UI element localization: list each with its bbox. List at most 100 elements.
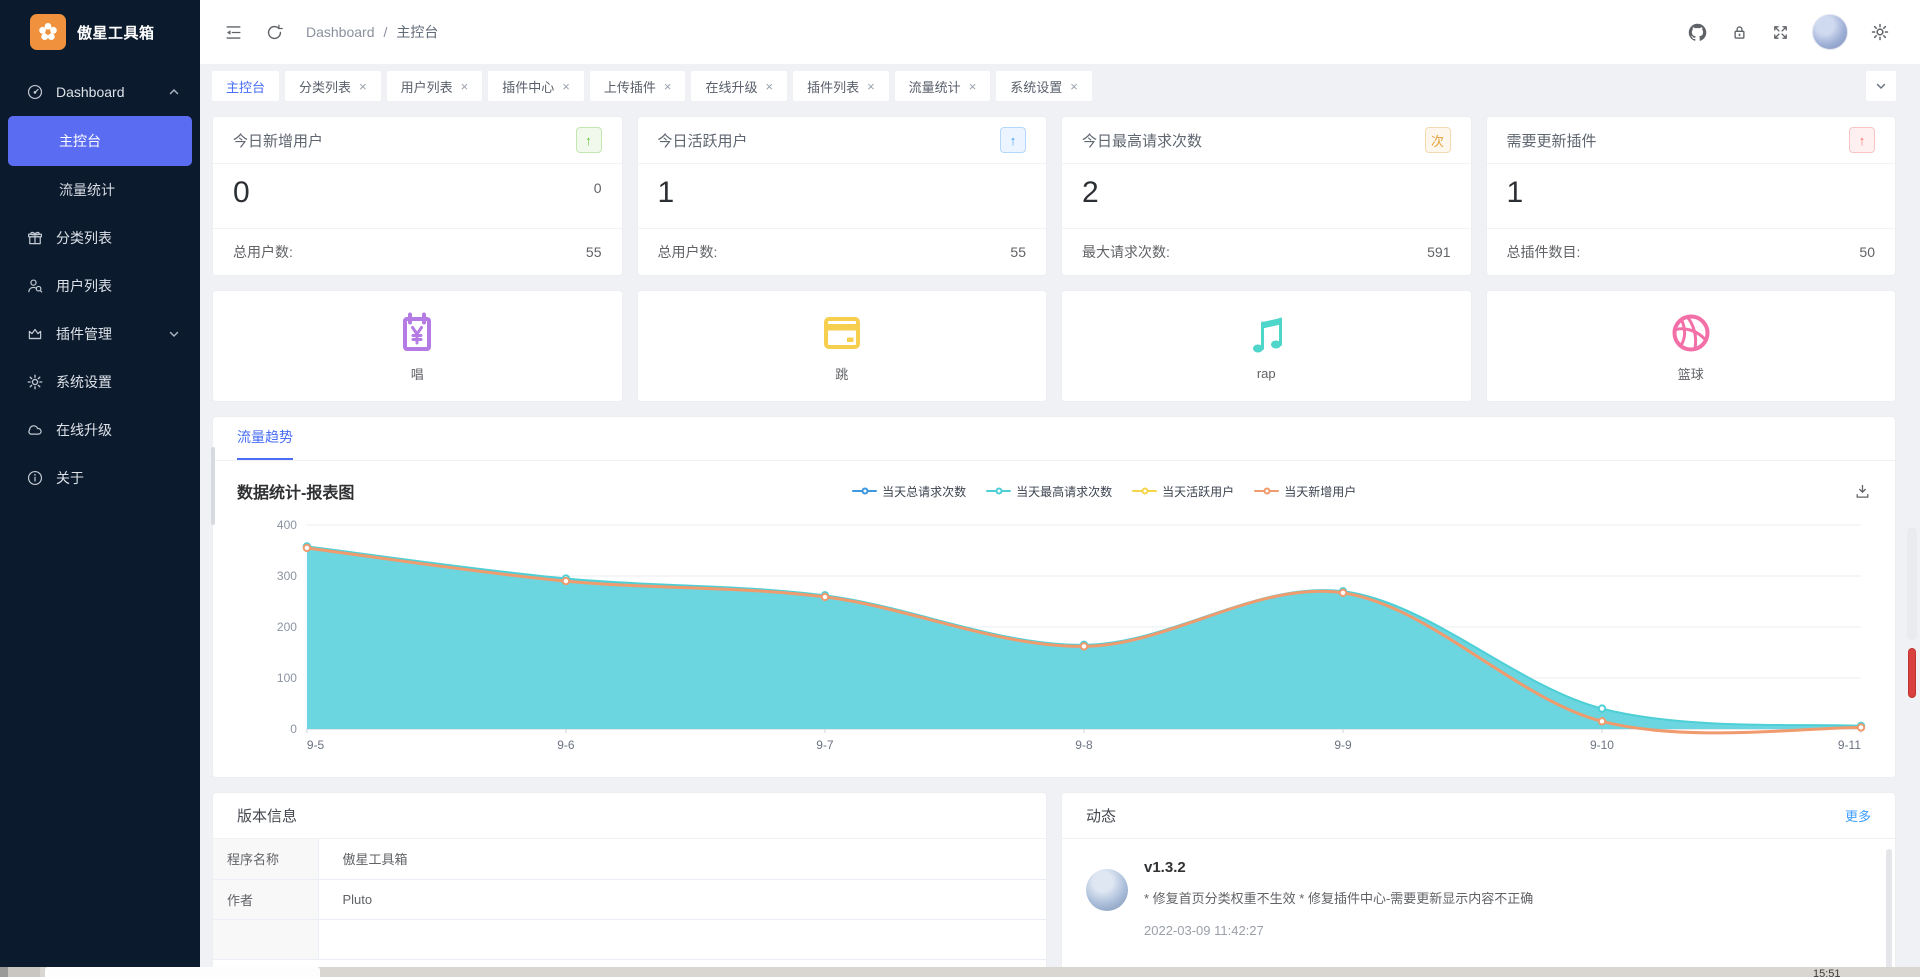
- legend-item[interactable]: 当天活跃用户: [1132, 483, 1234, 500]
- tab-close-icon[interactable]: ×: [968, 78, 977, 94]
- tab-label: 用户列表: [400, 79, 453, 95]
- sidebar-item-console[interactable]: 主控台: [8, 116, 192, 166]
- settings-gear-icon[interactable]: [1870, 22, 1890, 42]
- stat-card-badge: ↑: [1000, 127, 1026, 153]
- tab-label: 主控台: [226, 79, 266, 95]
- tab-label: 系统设置: [1010, 79, 1063, 95]
- user-avatar[interactable]: [1812, 14, 1848, 50]
- tab-close-icon[interactable]: ×: [460, 78, 469, 94]
- flower-icon: [30, 14, 66, 50]
- stat-card-value: 1: [657, 176, 675, 209]
- tab-label: 在线升级: [705, 79, 758, 95]
- tab-close-icon[interactable]: ×: [562, 78, 570, 94]
- version-row-value: Pluto: [317, 878, 1046, 920]
- activity-scrollbar[interactable]: [1886, 849, 1892, 977]
- chevron-up-icon: [168, 86, 180, 98]
- sidebar-item-dashboard[interactable]: Dashboard: [0, 68, 200, 116]
- breadcrumb-root[interactable]: Dashboard: [306, 24, 375, 40]
- legend-item[interactable]: 当天总请求次数: [852, 483, 966, 500]
- tab-close-icon[interactable]: ×: [359, 78, 367, 94]
- legend-item[interactable]: 当天最高请求次数: [986, 483, 1112, 500]
- legend-label: 当天新增用户: [1284, 484, 1357, 499]
- stat-card-footer-label: 最大请求次数:: [1082, 244, 1170, 260]
- feature-card[interactable]: 跳: [636, 290, 1047, 402]
- scroll-nub[interactable]: [211, 447, 215, 525]
- settings-icon: [26, 373, 44, 391]
- version-table-row: 程序名称 傲星工具箱: [213, 839, 1046, 880]
- traffic-chart: 0 100 200 300 400 9-5 9-6 9-7 9-8 9-9 9-10 9-11: [277, 518, 1866, 752]
- version-row-label: 程序名称: [213, 839, 319, 880]
- feature-card-label: rap: [1256, 366, 1276, 381]
- version-row-label: 作者: [213, 878, 319, 920]
- sidebar-item-system-settings[interactable]: 系统设置: [0, 358, 200, 406]
- legend-marker: [1132, 487, 1158, 495]
- feature-card[interactable]: 唱: [212, 290, 623, 402]
- dashboard-icon: [26, 83, 44, 101]
- traffic-card-tabs: 流量趋势: [213, 417, 1895, 461]
- download-icon[interactable]: [1854, 483, 1871, 500]
- svg-text:100: 100: [277, 671, 297, 685]
- stat-card: 今日活跃用户 ↑ 1 总用户数: 55: [636, 116, 1047, 276]
- tab[interactable]: 插件中心 ×: [488, 71, 584, 101]
- page-scrollbar-track[interactable]: [1907, 527, 1917, 640]
- category-icon: [26, 229, 44, 247]
- tab-traffic-trend[interactable]: 流量趋势: [237, 427, 293, 460]
- sidebar-item-label: 用户列表: [56, 278, 112, 294]
- topbar: Dashboard / 主控台: [200, 0, 1920, 64]
- tab-close-icon[interactable]: ×: [765, 78, 774, 94]
- tab-dropdown-button[interactable]: [1866, 71, 1896, 101]
- more-link[interactable]: 更多: [1844, 809, 1871, 824]
- stat-card-badge: ↑: [575, 127, 602, 153]
- sidebar-item-online-upgrade[interactable]: 在线升级: [0, 406, 200, 454]
- github-icon[interactable]: [1687, 22, 1708, 43]
- tab[interactable]: 流量统计 ×: [894, 71, 991, 101]
- tab[interactable]: 上传插件 ×: [589, 71, 686, 101]
- tab[interactable]: 系统设置 ×: [996, 71, 1092, 101]
- feature-card[interactable]: rap: [1061, 290, 1472, 402]
- stat-card-footer-label: 总用户数:: [233, 244, 293, 260]
- tab-close-icon[interactable]: ×: [1070, 78, 1078, 94]
- tab-label: 流量统计: [908, 79, 961, 95]
- activity-item: v1.3.2 * 修复首页分类权重不生效 * 修复插件中心-需要更新显示内容不正…: [1062, 839, 1895, 954]
- stat-card-badge: 次: [1424, 127, 1451, 153]
- tab-close-icon[interactable]: ×: [867, 78, 875, 94]
- taskbar-window[interactable]: [45, 967, 320, 977]
- stat-card-title: 今日新增用户: [233, 132, 324, 150]
- refresh-icon[interactable]: [265, 23, 284, 42]
- taskbar-clock: 15:51: [1813, 968, 1841, 977]
- svg-text:9-10: 9-10: [1590, 738, 1614, 752]
- sidebar-item-user-list[interactable]: 用户列表: [0, 262, 200, 310]
- tab[interactable]: 用户列表 ×: [386, 71, 483, 101]
- tab[interactable]: 主控台: [212, 71, 280, 101]
- stat-card-badge: ↑: [1849, 127, 1875, 153]
- tab[interactable]: 在线升级 ×: [691, 71, 788, 101]
- tab-close-icon[interactable]: ×: [663, 78, 672, 94]
- chart-legend: 当天总请求次数 当天最高请求次数 当天活跃用户 当天新增用户: [354, 483, 1854, 500]
- sidebar-item-about[interactable]: 关于: [0, 454, 200, 502]
- app-logo[interactable]: 傲星工具箱: [0, 0, 200, 64]
- breadcrumb-separator: /: [383, 24, 388, 40]
- tab[interactable]: 插件列表 ×: [793, 71, 889, 101]
- sidebar-item-label: Dashboard: [56, 84, 125, 100]
- tab[interactable]: 分类列表 ×: [285, 71, 381, 101]
- sidebar-item-traffic-stats[interactable]: 流量统计: [0, 166, 200, 214]
- activity-card-title: 动态: [1086, 808, 1117, 825]
- page-scrollbar-thumb[interactable]: [1908, 648, 1916, 698]
- fullscreen-icon[interactable]: [1771, 23, 1790, 42]
- sidebar-item-plugin-manage[interactable]: 插件管理: [0, 310, 200, 358]
- legend-item[interactable]: 当天新增用户: [1254, 483, 1356, 500]
- legend-label: 当天总请求次数: [882, 484, 967, 499]
- main-content: 今日新增用户 ↑ 0 0 总用户数: 55 今日活跃用户 ↑ 1 总用户数: 5…: [200, 108, 1920, 977]
- tab-strip: 主控台 分类列表 × 用户列表 × 插件中心 × 上传插件 × 在线升级 × 插…: [200, 64, 1920, 108]
- bill-icon: [393, 309, 441, 357]
- stat-card-value: 2: [1082, 176, 1099, 209]
- sidebar-item-category-list[interactable]: 分类列表: [0, 214, 200, 262]
- feature-card[interactable]: 篮球: [1485, 290, 1896, 402]
- lock-icon[interactable]: [1730, 23, 1749, 42]
- breadcrumb: Dashboard / 主控台: [306, 22, 438, 42]
- tab-label: 插件中心: [502, 79, 555, 95]
- breadcrumb-current: 主控台: [396, 24, 439, 40]
- collapse-sidebar-icon[interactable]: [224, 23, 243, 42]
- stat-card: 需要更新插件 ↑ 1 总插件数目: 50: [1485, 116, 1896, 276]
- tab-label: 分类列表: [299, 79, 352, 95]
